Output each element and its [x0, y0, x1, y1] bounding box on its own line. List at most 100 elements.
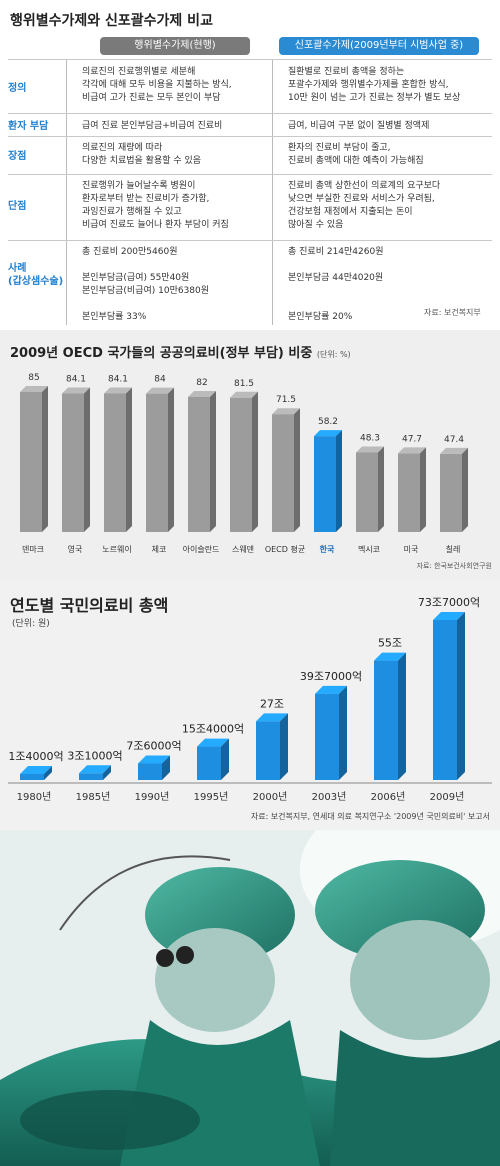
bar — [440, 453, 462, 532]
bar-side — [126, 387, 132, 532]
category-label: 멕시코 — [358, 544, 380, 554]
category-label: 1990년 — [135, 791, 170, 803]
table-cell: 진료비 총액 상한선이 의료계의 요구보다 낮으면 부실한 진료와 서비스가 우… — [288, 181, 441, 230]
bar — [374, 660, 398, 780]
bar-side — [294, 408, 300, 532]
divider — [8, 59, 492, 60]
table-cell: 급여, 비급여 구분 없이 질병별 정액제 — [288, 121, 430, 131]
divider — [272, 60, 273, 325]
value-label: 7조6000억 — [126, 740, 181, 753]
value-label: 84.1 — [66, 374, 86, 384]
category-label: 한국 — [320, 544, 335, 554]
bar — [314, 436, 336, 532]
category-label: 1995년 — [194, 791, 229, 803]
bar — [188, 396, 210, 532]
category-label: 덴마크 — [22, 545, 44, 554]
bar-top — [62, 387, 90, 394]
bar-side — [280, 713, 288, 780]
chart-unit: (단위: %) — [316, 350, 351, 359]
bar — [256, 721, 280, 780]
table-cell: 급여 진료 본인부담금+비급여 진료비 — [82, 121, 223, 131]
category-label: 2009년 — [430, 791, 465, 803]
table-cell: 총 진료비 200만5460원 본인부담금(급여) 55만40원 본인부담금(비… — [82, 247, 210, 322]
bar-side — [162, 755, 170, 780]
chart-title-text: 2009년 OECD 국가들의 공공의료비(정부 부담) 비중 — [10, 346, 313, 361]
bar-top — [20, 386, 48, 392]
bar — [230, 397, 252, 532]
bar — [138, 763, 162, 780]
divider — [66, 60, 67, 325]
row-label: 장점 — [8, 151, 27, 162]
value-label: 58.2 — [318, 417, 338, 427]
table-cell: 의료진의 재량에 따라 다양한 치료법을 활용할 수 있음 — [82, 143, 202, 166]
oecd-chart-svg: 85 덴마크 84.1 영국 84.1 노르웨이 84 체코 82 아이슬란드 81.5 스웨덴 71.… — [20, 373, 492, 570]
bar-top — [138, 755, 170, 764]
value-label: 81.5 — [234, 379, 254, 389]
category-label: 노르웨이 — [102, 544, 131, 554]
bar-top — [314, 430, 342, 437]
bar-top — [315, 685, 347, 694]
category-label: 스웨덴 — [232, 544, 254, 554]
bar — [398, 453, 420, 532]
bar-top — [256, 713, 288, 722]
column-header-new: 신포괄수가제(2009년부터 시범사업 중) — [279, 37, 479, 55]
bar — [315, 693, 339, 780]
bar-side — [398, 652, 406, 780]
table-cell: 진료행위가 늘어날수록 병원이 환자로부터 받는 진료비가 증가함, 과잉진료가… — [82, 181, 229, 230]
row-label: 사례 (갑상샘수술) — [8, 263, 64, 287]
value-label: 73조7000억 — [418, 596, 480, 609]
surgery-photo — [0, 830, 500, 1166]
bar — [433, 620, 457, 780]
value-label: 47.4 — [444, 435, 464, 445]
value-label: 47.7 — [402, 434, 422, 444]
category-label: 미국 — [404, 545, 419, 554]
bar-side — [420, 447, 426, 532]
category-label: 1985년 — [76, 791, 111, 803]
bar-side — [44, 766, 52, 780]
bar-side — [339, 685, 347, 780]
bar-top — [20, 766, 52, 774]
bar-top — [197, 738, 229, 747]
category-label: OECD 평균 — [265, 544, 305, 554]
table-cell: 의료진의 진료행위별로 세분해 각각에 대해 모두 비용을 지불하는 방식, 비… — [82, 67, 232, 103]
bar-top — [272, 408, 300, 415]
category-label: 아이슬란드 — [183, 544, 220, 554]
column-header-current: 행위별수가제(현행) — [100, 37, 250, 55]
value-label: 15조4000억 — [182, 723, 244, 736]
bar — [356, 452, 378, 532]
value-label: 3조1000억 — [67, 749, 122, 762]
yearly-chart: 1조4000억 1980년 3조1000억 1985년 7조6000억 1990년 15조4… — [0, 580, 500, 830]
table-source: 자료: 보건복지부 — [424, 308, 481, 317]
chart-source: 자료: 한국보건사회연구원 — [417, 561, 492, 570]
value-label: 1조4000억 — [8, 750, 63, 763]
category-label: 2006년 — [371, 791, 406, 803]
bar — [197, 746, 221, 780]
comparison-table: 행위별수가제와 신포괄수가제 비교 행위별수가제(현행) 신포괄수가제(2009… — [0, 0, 500, 330]
category-label: 칠레 — [446, 545, 461, 554]
value-label: 82 — [196, 378, 207, 388]
bar-top — [374, 652, 406, 661]
bar-side — [252, 391, 258, 532]
bar — [20, 774, 44, 780]
bar — [104, 393, 126, 532]
table-cell: 총 진료비 214만4260원 본인부담금 44만4020원 본인부담률 20% — [288, 247, 384, 322]
bar — [79, 773, 103, 780]
surgery-illustration — [0, 830, 500, 1166]
bar-side — [336, 430, 342, 532]
bar-side — [378, 446, 384, 532]
divider — [8, 113, 492, 114]
row-label: 환자 부담 — [8, 121, 49, 132]
table-cell: 질환별로 진료비 총액을 정하는 포괄수가제와 행위별수가제를 혼합한 방식, … — [288, 67, 461, 103]
value-label: 71.5 — [276, 395, 296, 405]
bar-top — [104, 387, 132, 394]
divider — [8, 240, 492, 241]
oecd-chart: 85 덴마크 84.1 영국 84.1 노르웨이 84 체코 82 아이슬란드 81.5 스웨덴 71.… — [0, 330, 500, 580]
bar-side — [168, 387, 174, 532]
row-label: 정의 — [8, 83, 27, 94]
category-label: 영국 — [68, 544, 83, 554]
bar-side — [84, 387, 90, 532]
category-label: 2000년 — [253, 791, 288, 803]
category-label: 체코 — [152, 544, 167, 554]
bar-side — [457, 612, 465, 780]
bar-side — [462, 447, 468, 532]
